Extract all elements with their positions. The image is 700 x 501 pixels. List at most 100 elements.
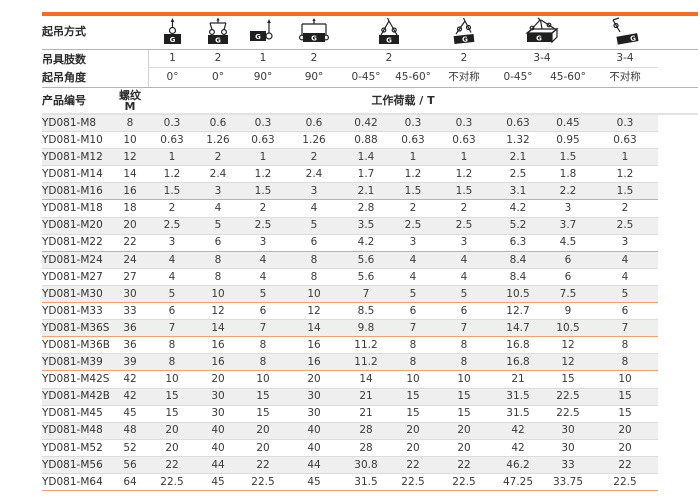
load-value: 7.5	[559, 287, 577, 300]
header-row-lifting-method: 起吊方式 G G	[42, 16, 658, 49]
load-value: 30.8	[354, 458, 378, 471]
load-value: 22	[406, 458, 420, 471]
load-value: 20	[165, 441, 179, 454]
load-value: 14	[307, 321, 321, 334]
load-value: 2.4	[209, 168, 227, 181]
multi-leg-angled-sling-icon: G	[525, 17, 559, 44]
load-value: 3	[310, 185, 318, 198]
load-value: 22	[618, 458, 632, 471]
table-row: YD081-M24 24 4 8 4 8 5.6 4 4 8.4 6 4	[42, 251, 658, 269]
table-row: YD081-M64 64 22.5 45 22.5 45 31.5 22.5 2…	[42, 474, 658, 492]
working-load-header: 工作荷载 / T	[371, 94, 435, 107]
product-code: YD081-M12	[42, 150, 103, 163]
load-value: 5	[460, 287, 468, 300]
load-value: 5	[168, 287, 176, 300]
load-value: 6	[564, 253, 572, 266]
load-value: 11.2	[354, 356, 378, 369]
load-value: 15	[165, 407, 179, 420]
load-value: 1.32	[506, 133, 530, 146]
load-value: 0.63	[613, 133, 637, 146]
two-leg-side-pull-icon: G	[298, 18, 330, 43]
single-leg-vertical-icon: G	[164, 18, 181, 44]
load-value: 20	[307, 373, 321, 386]
product-code: YD081-M64	[42, 475, 103, 488]
load-value: 4	[460, 270, 468, 283]
table-row: YD081-M14 14 1.2 2.4 1.2 2.4 1.7 1.2 1.2…	[42, 166, 658, 184]
load-value: 31.5	[506, 407, 530, 420]
table-row: YD081-M42B 42 15 30 15 30 21 15 15 31.5 …	[42, 388, 658, 406]
load-value: 45	[211, 475, 225, 488]
angle-value: 0-45°	[351, 71, 381, 84]
load-value: 8	[460, 339, 468, 352]
angle-value: 0°	[212, 71, 224, 84]
load-value: 22.5	[160, 475, 184, 488]
leg-count-value: 3-4	[492, 50, 592, 68]
load-value: 20	[211, 373, 225, 386]
load-value: 2	[168, 202, 176, 215]
load-value: 6	[310, 236, 318, 249]
load-value: 20	[165, 424, 179, 437]
load-value: 21	[359, 407, 373, 420]
load-value: 31.5	[354, 475, 378, 488]
load-value: 44	[211, 458, 225, 471]
load-value: 1.5	[559, 150, 577, 163]
product-code: YD081-M22	[42, 236, 103, 249]
thread-size: 22	[123, 236, 137, 249]
load-value: 5	[259, 287, 267, 300]
load-value: 5	[409, 287, 417, 300]
load-value: 30	[211, 407, 225, 420]
load-value: 2	[460, 202, 468, 215]
load-value: 15	[457, 407, 471, 420]
table-row: YD081-M42S 42 10 20 10 20 14 10 10 21 15…	[42, 371, 658, 389]
table-row: YD081-M16 16 1.5 3 1.5 3 2.1 1.5 1.5 3.1…	[42, 183, 658, 201]
two-leg-angled-sling-icon: G	[379, 17, 399, 45]
load-value: 8	[621, 356, 629, 369]
leg-count-value: 3-4	[592, 50, 658, 68]
load-value: 1	[460, 150, 468, 163]
load-value: 28	[359, 441, 373, 454]
load-value: 3	[409, 236, 417, 249]
product-code: YD081-M24	[42, 253, 103, 266]
load-value: 15	[406, 390, 420, 403]
load-value: 12	[211, 304, 225, 317]
load-value: 1.26	[206, 133, 230, 146]
load-value: 15	[256, 407, 270, 420]
load-value: 40	[211, 441, 225, 454]
svg-text:G: G	[311, 35, 317, 43]
load-value: 1.2	[616, 168, 634, 181]
thread-size: 18	[123, 202, 137, 215]
thread-size: 39	[123, 356, 137, 369]
load-value: 0.88	[354, 133, 378, 146]
load-value: 8.5	[357, 304, 375, 317]
load-value: 40	[307, 424, 321, 437]
single-leg-side-pull-icon: G	[250, 19, 273, 41]
load-value: 22.5	[452, 475, 476, 488]
load-value: 14.7	[506, 321, 530, 334]
load-value: 4	[409, 270, 417, 283]
product-code: YD081-M8	[42, 116, 97, 129]
load-value: 0.3	[163, 116, 181, 129]
load-value: 3.5	[357, 219, 375, 232]
load-value: 1.2	[254, 168, 272, 181]
thread-size: 36	[123, 339, 137, 352]
product-code: YD081-M20	[42, 219, 103, 232]
load-value: 12.7	[506, 304, 530, 317]
header-row-lifting-angle: 起吊角度 0° 0° 90° 90° 0-45° 45-60° 不对称 0-45…	[42, 68, 658, 87]
product-code: YD081-M48	[42, 424, 103, 437]
load-value: 4	[621, 253, 629, 266]
load-value: 15	[618, 407, 632, 420]
load-value: 5.6	[357, 253, 375, 266]
load-value: 7	[362, 287, 370, 300]
load-value: 2	[409, 202, 417, 215]
load-value: 1	[409, 150, 417, 163]
load-value: 2.2	[559, 185, 577, 198]
load-value: 22.5	[401, 475, 425, 488]
load-value: 21	[359, 390, 373, 403]
product-code: YD081-M45	[42, 407, 103, 420]
load-value: 1.5	[163, 185, 181, 198]
load-value: 3	[214, 185, 222, 198]
load-value: 20	[256, 424, 270, 437]
header-row-leg-count: 吊具肢数 1 2 1 2 2 2 3-4 3-4	[42, 50, 658, 68]
load-value: 10	[256, 373, 270, 386]
